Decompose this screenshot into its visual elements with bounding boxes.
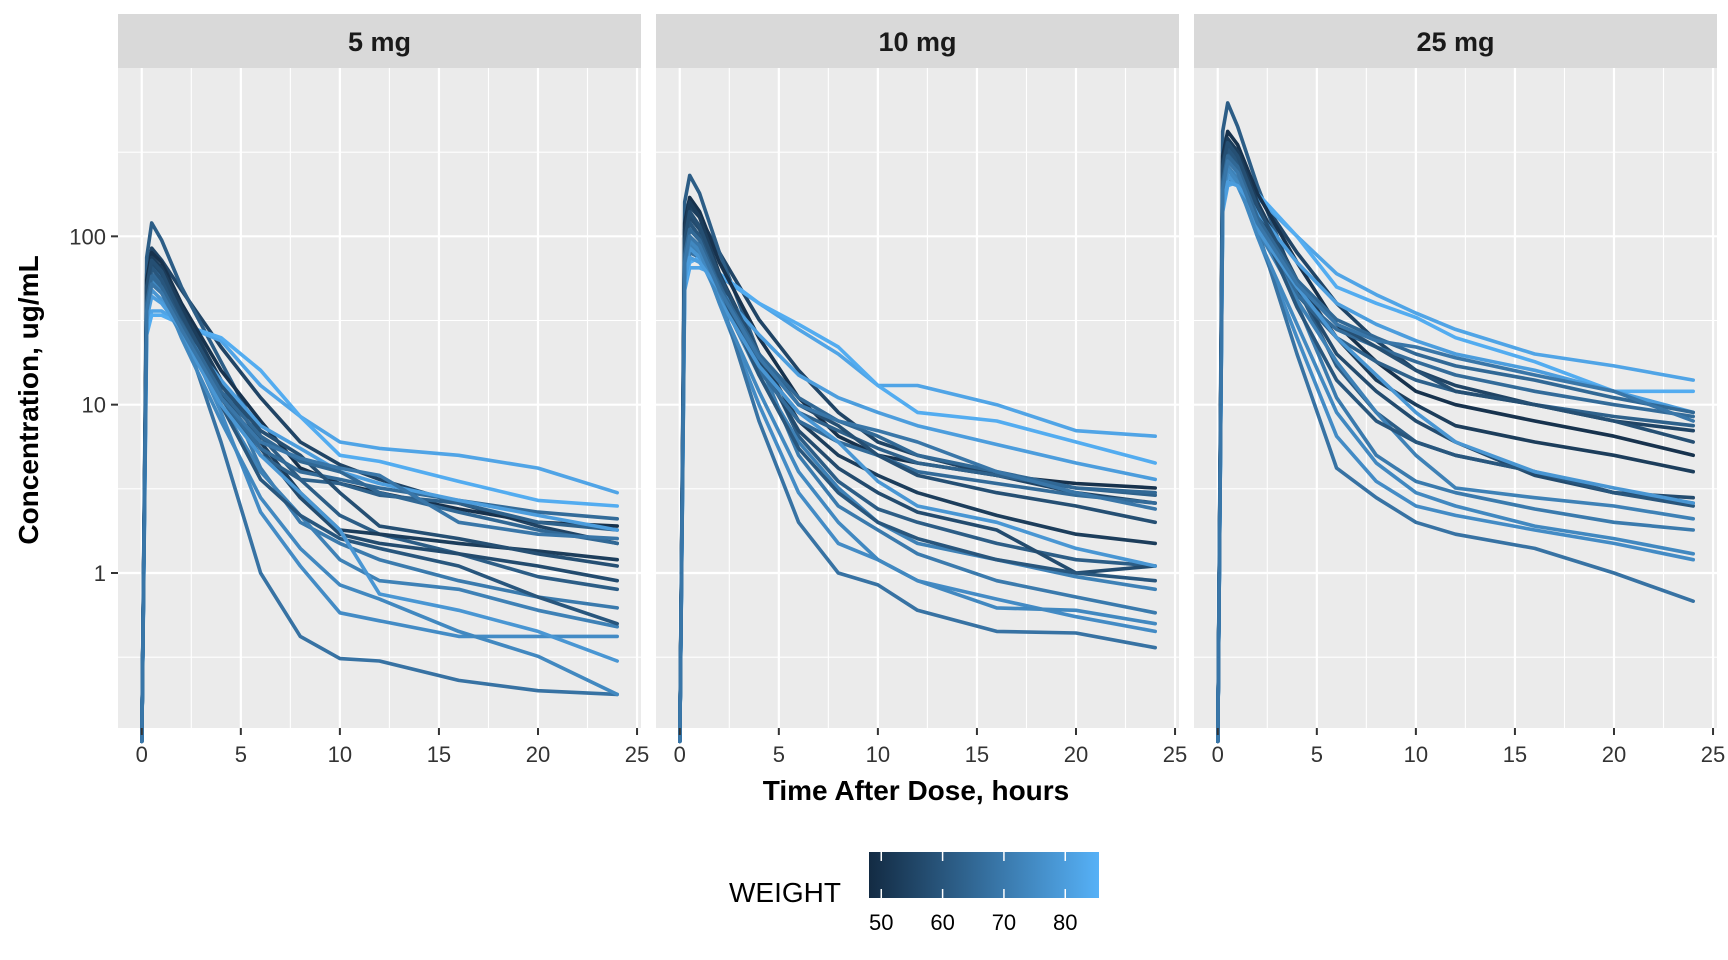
panel-3: 25 mg 0 5 10 15 20 25: [1194, 14, 1725, 767]
series-line-17: [678, 255, 1157, 744]
x-axis-title: Time After Dose, hours: [763, 775, 1070, 806]
series-line-6: [140, 309, 619, 744]
facet-strip-label: 5 mg: [348, 27, 411, 57]
x-tick-label: 5: [1311, 742, 1323, 767]
x-tick-label: 25: [1701, 742, 1725, 767]
x-tick-label: 20: [526, 742, 550, 767]
series-line-17: [140, 294, 619, 744]
series-line-17: [1216, 180, 1695, 744]
y-tick-label: 10: [82, 393, 106, 418]
x-axis: 0 5 10 15 20 25: [1212, 728, 1725, 767]
x-tick-label: 15: [1503, 742, 1527, 767]
series-line-14: [678, 221, 1157, 744]
series-line-19: [140, 274, 619, 744]
x-tick-label: 25: [625, 742, 649, 767]
facet-strip-label: 25 mg: [1416, 27, 1494, 57]
x-tick-label: 15: [965, 742, 989, 767]
y-tick-label: 1: [94, 561, 106, 586]
series-line-20: [1216, 159, 1695, 744]
facet-strip: [118, 14, 641, 68]
colorbar-ticks: 50 60 70 80: [869, 852, 1078, 935]
x-tick-label: 0: [674, 742, 686, 767]
x-tick-label: 20: [1064, 742, 1088, 767]
facet-strip: [1194, 14, 1717, 68]
series-line-20: [678, 234, 1157, 744]
x-tick-label: 20: [1602, 742, 1626, 767]
x-tick-label: 10: [1404, 742, 1428, 767]
facet-strip-label: 10 mg: [878, 27, 956, 57]
y-tick-label: 100: [69, 224, 106, 249]
series-line-19: [1216, 154, 1695, 744]
panel-background: [118, 68, 641, 728]
facet-strip: [656, 14, 1179, 68]
x-tick-label: 0: [136, 742, 148, 767]
series-line-18: [140, 258, 619, 744]
series-line-20: [140, 282, 619, 744]
legend-title: WEIGHT: [729, 877, 841, 908]
series-line-7: [140, 313, 619, 744]
colorbar-tick-label: 50: [869, 910, 893, 935]
series-group: [140, 221, 619, 744]
panel-2: 10 mg 0 5 10 15 20 25: [656, 14, 1187, 767]
x-axis: 0 5 10 15 20 25: [674, 728, 1187, 767]
x-tick-label: 10: [866, 742, 890, 767]
colorbar-tick-label: 60: [930, 910, 954, 935]
panel-1: 5 mg 0 5 10 15 20 25 1 10 100: [69, 14, 649, 767]
x-tick-label: 5: [773, 742, 785, 767]
colorbar-legend: WEIGHT 50 60 70 80: [729, 852, 1099, 935]
y-axis: 1 10 100: [69, 224, 118, 586]
x-tick-label: 10: [328, 742, 352, 767]
series-group: [1216, 101, 1695, 744]
colorbar-tick-label: 80: [1053, 910, 1077, 935]
x-axis: 0 5 10 15 20 25: [136, 728, 649, 767]
colorbar-tick-label: 70: [992, 910, 1016, 935]
x-tick-label: 15: [427, 742, 451, 767]
x-tick-label: 25: [1163, 742, 1187, 767]
series-line-2: [678, 173, 1157, 744]
panel-background: [656, 68, 1179, 728]
x-tick-label: 0: [1212, 742, 1224, 767]
series-line-8: [140, 250, 619, 744]
y-axis-title: Concentration, ug/mL: [13, 255, 44, 544]
colorbar: [869, 852, 1099, 898]
series-group: [678, 173, 1157, 744]
x-tick-label: 5: [235, 742, 247, 767]
